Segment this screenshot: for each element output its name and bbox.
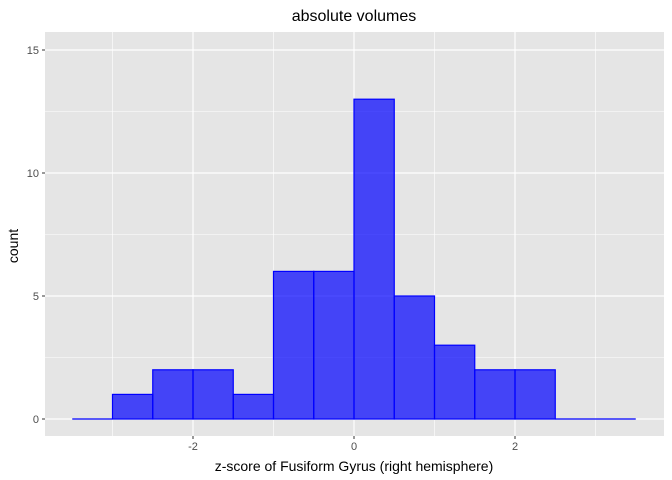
y-tick-label: 5 [33,291,39,303]
x-tick-label: 0 [351,441,357,453]
histogram-bar [272,270,315,420]
histogram-bar [313,270,355,420]
histogram-bar [111,393,154,420]
histogram-bars [72,98,636,420]
histogram-bar [192,369,234,420]
y-tick-label: 0 [33,414,39,426]
chart-title: absolute volumes [292,8,417,25]
histogram-bar [474,369,516,420]
y-tick-label: 10 [27,168,39,180]
y-tick-label: 15 [27,45,39,57]
x-tick-label: -2 [188,441,198,453]
histogram-bar [393,295,436,420]
x-tick-label: 2 [512,441,518,453]
histogram-bar [152,369,194,420]
histogram-bar [433,344,476,420]
histogram-bar [514,369,556,420]
histogram-bar [232,393,275,420]
y-axis-ticks: 0 5 10 15 [27,45,45,426]
x-axis-title: z-score of Fusiform Gyrus (right hemisph… [215,458,494,474]
x-axis-ticks: -2 0 2 [188,436,518,453]
y-axis-title: count [5,229,21,263]
histogram-bar [353,98,395,420]
